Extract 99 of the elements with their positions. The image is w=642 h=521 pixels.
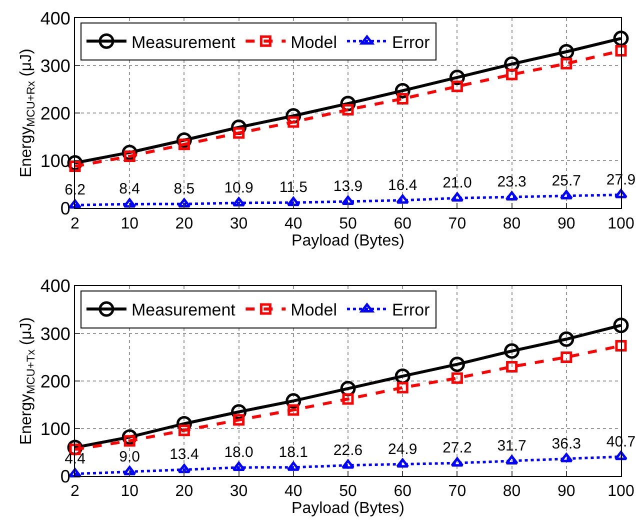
point (558, 44, 574, 60)
x-tick-label: 30 (230, 483, 248, 500)
data-label: 18.0 (224, 444, 254, 462)
y-tick-label: 200 (40, 371, 70, 392)
x-tick-label: 80 (502, 483, 521, 500)
data-label: 16.4 (388, 176, 418, 194)
point (342, 460, 354, 469)
y-tick-label: 0 (60, 198, 70, 218)
x-tick-label: 90 (558, 215, 576, 232)
point (68, 468, 82, 478)
point (560, 351, 572, 363)
point (558, 331, 574, 347)
point (286, 196, 300, 206)
x-tick-label: 10 (120, 215, 139, 232)
point (342, 393, 354, 405)
point (396, 458, 410, 468)
x-tick-label: 100 (608, 483, 634, 500)
x-tick-label: 20 (175, 483, 194, 500)
x-tick-label: 70 (448, 215, 466, 232)
x-tick-label: 40 (284, 483, 302, 500)
legend-label: Measurement (131, 32, 236, 52)
point (68, 199, 82, 209)
data-label: 22.6 (333, 442, 363, 459)
data-label: 21.0 (442, 174, 472, 192)
x-tick-label: 2 (70, 215, 80, 232)
point (615, 45, 627, 57)
data-label: 10.9 (224, 180, 254, 197)
point (232, 197, 246, 206)
point (450, 457, 464, 467)
x-tick-label: 2 (70, 483, 80, 500)
x-tick-label: 50 (339, 483, 357, 500)
point (342, 196, 354, 205)
x-axis-title: Payload (Bytes) (292, 500, 404, 518)
point (506, 68, 518, 80)
legend-label: Error (392, 300, 430, 320)
point (396, 382, 408, 394)
legend-label: Measurement (131, 300, 236, 320)
point (613, 30, 629, 46)
data-label: 8.4 (119, 180, 140, 198)
data-label: 23.3 (497, 174, 526, 191)
point (560, 58, 572, 70)
point (451, 80, 463, 92)
x-tick-label: 30 (230, 215, 248, 232)
point (233, 414, 245, 426)
x-tick-label: 10 (120, 483, 139, 500)
x-tick-label: 60 (394, 215, 412, 232)
point (615, 340, 627, 352)
data-label: 13.4 (170, 446, 199, 464)
x-tick-label: 80 (502, 215, 521, 232)
point (505, 191, 518, 200)
data-label: 24.9 (388, 440, 418, 458)
point (178, 464, 191, 474)
point (123, 466, 136, 476)
legend-label: Model (290, 32, 337, 52)
point (451, 372, 463, 384)
data-label: 11.5 (279, 179, 308, 196)
data-label: 13.9 (333, 178, 363, 196)
y-tick-label: 0 (60, 466, 70, 486)
point (232, 462, 246, 471)
point (614, 189, 628, 198)
point (506, 360, 518, 372)
legend-label: Model (290, 300, 337, 320)
y-tick-label: 400 (40, 8, 70, 28)
y-tick-label: 200 (40, 103, 70, 124)
x-axis-title: Payload (Bytes) (292, 232, 404, 250)
x-tick-label: 90 (558, 483, 576, 500)
y-tick-label: 300 (40, 324, 70, 344)
x-tick-label: 100 (608, 215, 634, 232)
x-tick-label: 40 (284, 215, 302, 232)
point (560, 190, 573, 200)
point (613, 318, 629, 334)
x-tick-label: 60 (394, 483, 412, 500)
data-label: 8.5 (174, 180, 195, 198)
y-tick-label: 300 (40, 56, 70, 76)
point (450, 192, 464, 202)
x-tick-label: 20 (175, 215, 194, 232)
point (396, 93, 408, 105)
point (449, 356, 465, 372)
data-label: 27.2 (442, 440, 472, 457)
point (396, 194, 410, 204)
point (288, 404, 300, 416)
legend-label: Error (392, 32, 430, 52)
point (505, 455, 518, 464)
point (614, 450, 628, 460)
point (178, 424, 190, 436)
data-label: 25.7 (552, 172, 581, 190)
data-label: 18.1 (278, 444, 308, 462)
point (178, 198, 191, 208)
x-tick-label: 50 (339, 215, 357, 232)
y-tick-label: 100 (40, 418, 70, 439)
data-label: 31.7 (497, 438, 526, 455)
data-label: 9.0 (119, 448, 140, 466)
data-label: 36.3 (552, 435, 581, 452)
point (123, 198, 136, 208)
point (504, 343, 520, 359)
y-tick-label: 400 (40, 276, 70, 296)
point (286, 462, 300, 471)
point (560, 453, 573, 462)
x-tick-label: 70 (448, 483, 466, 500)
